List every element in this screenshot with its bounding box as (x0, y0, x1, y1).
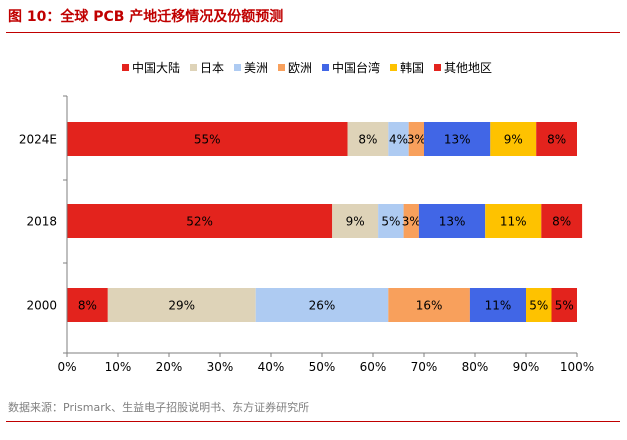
bar-segment-2-1 (107, 288, 256, 322)
bar-value-label-1-1: 9% (346, 215, 365, 229)
x-tick-label-0: 0% (57, 360, 76, 374)
x-tick-label-6: 60% (360, 360, 387, 374)
bar-value-label-1-3: 3% (402, 215, 421, 229)
legend-swatch-3 (278, 64, 285, 71)
bar-segment-1-1 (332, 204, 379, 238)
x-tick-label-8: 80% (462, 360, 489, 374)
bar-value-label-2-2: 26% (309, 299, 336, 313)
bar-segment-1-2 (378, 204, 404, 238)
category-label-1: 2018 (26, 215, 57, 229)
bar-segment-2-3 (388, 288, 470, 322)
bar-segment-2-2 (255, 288, 389, 322)
bottom-rule (6, 421, 620, 422)
bar-segment-2-5 (526, 288, 552, 322)
legend-swatch-2 (234, 64, 241, 71)
bar-segment-0-6 (536, 122, 577, 156)
legend-label-0: 中国大陆 (132, 60, 180, 75)
bar-value-label-0-2: 4% (389, 133, 408, 147)
x-tick-label-10: 100% (560, 360, 594, 374)
bar-value-label-2-6: 5% (555, 299, 574, 313)
bar-value-label-0-5: 9% (504, 133, 523, 147)
chart-axes: 2024E 2018 2000 0% 10% 20% 30% 40% 50% 60% 70% 80% 9… (19, 95, 594, 374)
bar-segment-2-6 (551, 288, 577, 322)
bar-value-label-2-0: 8% (78, 299, 97, 313)
bar-segment-1-0 (67, 204, 333, 238)
bar-segment-2-0 (67, 288, 108, 322)
legend-swatch-0 (122, 64, 129, 71)
x-tick-label-3: 30% (207, 360, 234, 374)
bar-segment-0-5 (490, 122, 537, 156)
bar-segment-1-5 (485, 204, 542, 238)
legend-label-4: 中国台湾 (332, 60, 380, 75)
chart-legend: 中国大陆 日本 美洲 欧洲 中国台湾 韩国 其他地区 (122, 60, 492, 75)
category-label-2: 2000 (26, 299, 57, 313)
bar-value-label-1-2: 5% (381, 215, 400, 229)
x-tick-label-1: 10% (105, 360, 132, 374)
figure-title: 图 10：全球 PCB 产地迁移情况及份额预测 (8, 9, 284, 25)
title-rule (6, 32, 620, 33)
bar-value-label-0-3: 3% (407, 133, 426, 147)
x-tick-label-4: 40% (258, 360, 285, 374)
x-tick-label-5: 50% (309, 360, 336, 374)
bar-segment-0-3 (408, 122, 424, 156)
bar-value-label-2-3: 16% (416, 299, 443, 313)
bar-value-label-1-0: 52% (186, 215, 213, 229)
x-tick-label-9: 90% (513, 360, 540, 374)
legend-label-6: 其他地区 (444, 61, 492, 75)
bar-segment-0-4 (424, 122, 491, 156)
legend-swatch-4 (322, 64, 329, 71)
category-label-0: 2024E (19, 133, 57, 147)
bar-segment-0-1 (347, 122, 389, 156)
bar-value-label-2-4: 11% (485, 299, 512, 313)
legend-label-1: 日本 (200, 61, 224, 75)
bar-segment-1-4 (418, 204, 486, 238)
bar-value-label-0-0: 55% (194, 133, 221, 147)
bar-value-label-1-6: 8% (552, 215, 571, 229)
bar-value-label-1-5: 11% (500, 215, 527, 229)
chart-bars: 55% 8% 4%3% 13% 9% 8%52% 9% 5% 3% 13% 11% 8%8% 29% 26… (67, 122, 583, 322)
legend-swatch-6 (434, 64, 441, 71)
bar-value-label-0-1: 8% (358, 133, 377, 147)
legend-label-3: 欧洲 (288, 61, 312, 75)
bar-segment-1-3 (403, 204, 419, 238)
bar-value-label-0-4: 13% (444, 133, 471, 147)
x-tick-label-7: 70% (411, 360, 438, 374)
legend-label-2: 美洲 (244, 61, 268, 75)
data-source: 数据来源：Prismark、生益电子招股说明书、东方证券研究所 (8, 401, 310, 414)
bar-value-label-0-6: 8% (547, 133, 566, 147)
bar-segment-1-6 (541, 204, 583, 238)
bar-value-label-2-5: 5% (529, 299, 548, 313)
bar-segment-0-0 (67, 122, 348, 156)
x-tick-label-2: 20% (156, 360, 183, 374)
legend-label-5: 韩国 (400, 60, 424, 75)
legend-swatch-1 (190, 64, 197, 71)
legend-swatch-5 (390, 64, 397, 71)
bar-value-label-2-1: 29% (168, 299, 195, 313)
bar-segment-2-4 (469, 288, 526, 322)
bar-value-label-1-4: 13% (439, 215, 466, 229)
bar-segment-0-2 (388, 122, 409, 156)
